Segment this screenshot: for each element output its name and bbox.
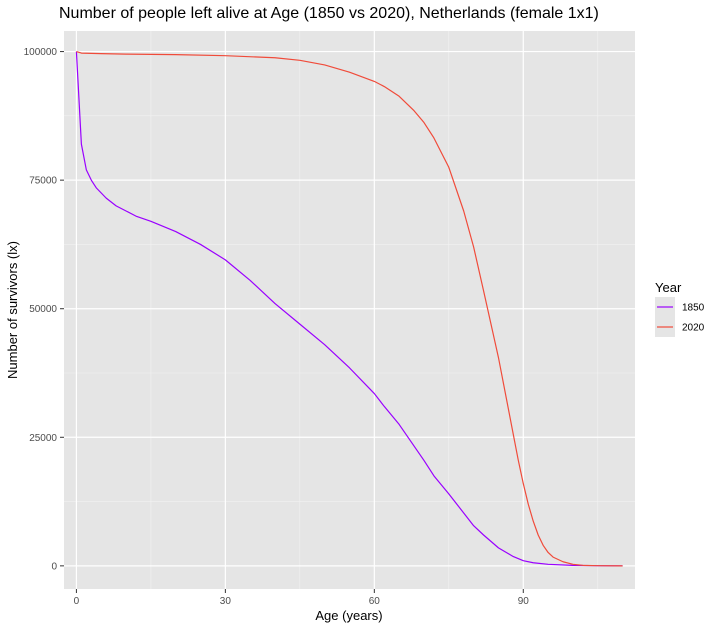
grid-minor <box>64 31 635 589</box>
y-tick-label: 75000 <box>29 176 57 187</box>
series-line-1850 <box>75 51 623 567</box>
series-line-2020 <box>76 50 623 567</box>
legend-label-2020: 2020 <box>682 323 705 334</box>
x-axis-title: Age (years) <box>315 608 382 623</box>
x-tick-label: 90 <box>518 596 530 607</box>
x-tick-label: 30 <box>220 596 232 607</box>
legend: Year 1850 2020 <box>655 280 705 337</box>
plot-panel <box>64 31 635 589</box>
x-axis: 0 30 60 90 <box>74 589 530 607</box>
y-axis: 0 25000 50000 75000 100000 <box>24 47 64 572</box>
legend-title: Year <box>655 280 682 295</box>
series-layer <box>75 50 623 567</box>
y-tick-label: 100000 <box>24 47 58 58</box>
y-tick-label: 25000 <box>29 433 57 444</box>
chart-title: Number of people left alive at Age (1850… <box>59 5 599 22</box>
grid-major <box>64 31 635 589</box>
x-tick-label: 0 <box>74 596 80 607</box>
x-tick-label: 60 <box>369 596 381 607</box>
y-tick-label: 0 <box>51 561 57 572</box>
legend-label-1850: 1850 <box>682 303 705 314</box>
y-axis-title: Number of survivors (lx) <box>5 241 20 379</box>
y-tick-label: 50000 <box>29 304 57 315</box>
